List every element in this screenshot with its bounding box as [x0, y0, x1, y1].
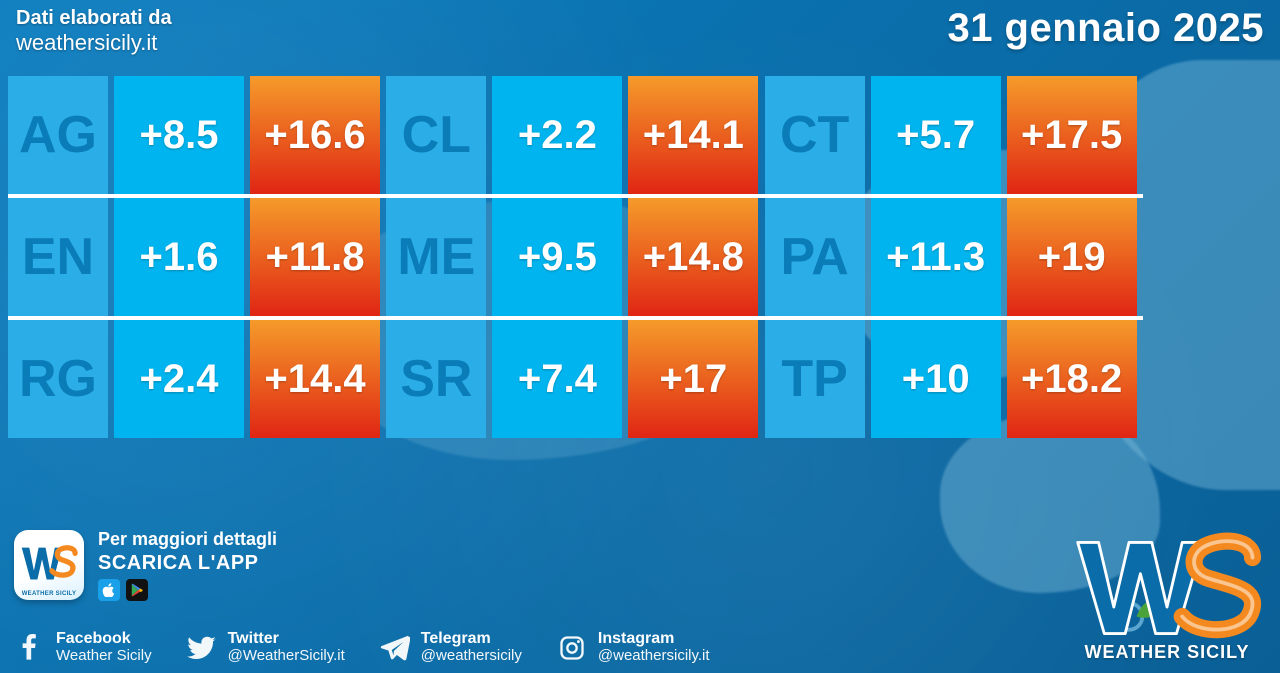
- app-promo: WEATHER SICILY Per maggiori dettagli SCA…: [14, 529, 277, 601]
- app-icon: WEATHER SICILY: [14, 530, 84, 600]
- prov-max: +19: [1007, 198, 1137, 316]
- prov-code: CL: [386, 76, 486, 194]
- prov-cell: TP +10 +18.2: [765, 320, 1143, 438]
- playstore-icon: [126, 579, 148, 601]
- prov-max: +11.8: [250, 198, 380, 316]
- instagram-icon: [556, 632, 588, 664]
- grid-row: AG +8.5 +16.6 CL +2.2 +14.1 CT +5.7 +17.…: [8, 76, 1143, 198]
- prov-min: +8.5: [114, 76, 244, 194]
- social-handle: @weathersicily: [421, 647, 522, 665]
- prov-min: +1.6: [114, 198, 244, 316]
- social-label: Facebook: [56, 631, 152, 647]
- social-facebook: Facebook Weather Sicily: [14, 631, 152, 665]
- social-instagram: Instagram @weathersicily.it: [556, 631, 710, 665]
- prov-cell: CT +5.7 +17.5: [765, 76, 1143, 194]
- prov-code: RG: [8, 320, 108, 438]
- facebook-icon: [14, 632, 46, 664]
- promo-line2: SCARICA L'APP: [98, 551, 277, 575]
- prov-code: ME: [386, 198, 486, 316]
- prov-cell: AG +8.5 +16.6: [8, 76, 386, 194]
- grid-row: EN +1.6 +11.8 ME +9.5 +14.8 PA +11.3 +19: [8, 198, 1143, 320]
- social-label: Telegram: [421, 631, 522, 647]
- prov-code: PA: [765, 198, 865, 316]
- prov-code: TP: [765, 320, 865, 438]
- social-telegram: Telegram @weathersicily: [379, 631, 522, 665]
- prov-max: +17.5: [1007, 76, 1137, 194]
- appstore-icon: [98, 579, 120, 601]
- brand-caption: WEATHER SICILY: [1072, 642, 1262, 663]
- social-links: Facebook Weather Sicily Twitter @Weather…: [14, 631, 710, 665]
- promo-line1: Per maggiori dettagli: [98, 529, 277, 551]
- prov-code: CT: [765, 76, 865, 194]
- credit-domain: weathersicily.it: [16, 30, 172, 56]
- app-icon-caption: WEATHER SICILY: [14, 591, 84, 597]
- credit-label: Dati elaborati da: [16, 6, 172, 30]
- temperature-grid: AG +8.5 +16.6 CL +2.2 +14.1 CT +5.7 +17.…: [8, 76, 1143, 438]
- prov-max: +14.8: [628, 198, 758, 316]
- social-handle: @WeatherSicily.it: [228, 647, 345, 665]
- social-handle: Weather Sicily: [56, 647, 152, 665]
- prov-max: +16.6: [250, 76, 380, 194]
- social-handle: @weathersicily.it: [598, 647, 710, 665]
- prov-min: +5.7: [871, 76, 1001, 194]
- prov-min: +11.3: [871, 198, 1001, 316]
- prov-cell: RG +2.4 +14.4: [8, 320, 386, 438]
- prov-cell: SR +7.4 +17: [386, 320, 764, 438]
- prov-cell: EN +1.6 +11.8: [8, 198, 386, 316]
- prov-code: EN: [8, 198, 108, 316]
- credit-block: Dati elaborati da weathersicily.it: [16, 6, 172, 56]
- prov-cell: PA +11.3 +19: [765, 198, 1143, 316]
- social-label: Twitter: [228, 631, 345, 647]
- prov-max: +14.1: [628, 76, 758, 194]
- header: Dati elaborati da weathersicily.it 31 ge…: [0, 0, 1280, 65]
- ws-logo-icon: [1072, 528, 1262, 648]
- social-twitter: Twitter @WeatherSicily.it: [186, 631, 345, 665]
- prov-max: +18.2: [1007, 320, 1137, 438]
- prov-cell: ME +9.5 +14.8: [386, 198, 764, 316]
- twitter-icon: [186, 632, 218, 664]
- prov-cell: CL +2.2 +14.1: [386, 76, 764, 194]
- prov-code: SR: [386, 320, 486, 438]
- prov-min: +7.4: [492, 320, 622, 438]
- prov-min: +2.4: [114, 320, 244, 438]
- prov-code: AG: [8, 76, 108, 194]
- prov-min: +2.2: [492, 76, 622, 194]
- prov-min: +9.5: [492, 198, 622, 316]
- brand-logo: WEATHER SICILY: [1072, 528, 1262, 663]
- telegram-icon: [379, 632, 411, 664]
- prov-min: +10: [871, 320, 1001, 438]
- grid-row: RG +2.4 +14.4 SR +7.4 +17 TP +10 +18.2: [8, 320, 1143, 438]
- social-label: Instagram: [598, 631, 710, 647]
- prov-max: +17: [628, 320, 758, 438]
- store-badges: [98, 579, 277, 601]
- date-header: 31 gennaio 2025: [947, 6, 1264, 51]
- prov-max: +14.4: [250, 320, 380, 438]
- ws-icon: [20, 536, 78, 594]
